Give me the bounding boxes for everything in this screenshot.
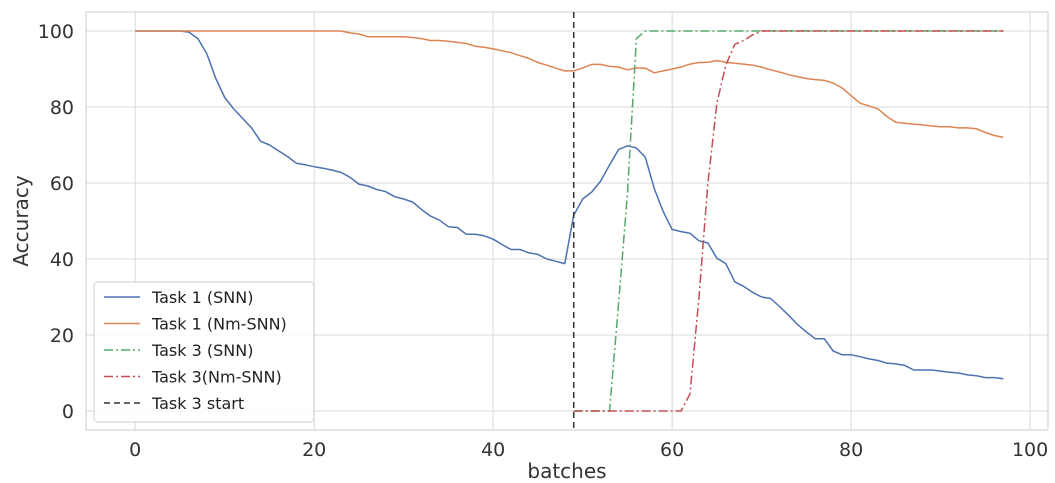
y-tick-label: 20 (50, 325, 74, 347)
legend-box (93, 281, 315, 423)
x-axis-label: batches (527, 459, 606, 483)
x-tick-label: 80 (839, 439, 863, 461)
legend-label: Task 1 (Nm-SNN) (151, 315, 287, 334)
y-axis-label: Accuracy (9, 175, 33, 266)
series-line (573, 30, 1004, 412)
legend-label: Task 1 (SNN) (151, 288, 253, 307)
x-tick-label: 40 (481, 439, 505, 461)
legend-label: Task 3(Nm-SNN) (151, 368, 282, 387)
legend: Task 1 (SNN) Task 1 (Nm-SNN) Task 3 (SNN) T… (93, 281, 315, 423)
x-tick-label: 0 (129, 439, 141, 461)
y-tick-label: 100 (38, 21, 74, 43)
legend-label: Task 3 (SNN) (151, 341, 253, 360)
series-line (573, 30, 1004, 412)
y-tick-label: 80 (50, 97, 74, 119)
y-tick-label: 60 (50, 173, 74, 195)
x-tick-label: 100 (1012, 439, 1048, 461)
y-tick-labels: 0 20 40 60 80 100 (38, 21, 74, 423)
legend-label: Task 3 start (151, 394, 244, 413)
x-tick-labels: 0 20 40 60 80 100 (129, 439, 1048, 461)
x-tick-label: 20 (302, 439, 326, 461)
x-tick-label: 60 (660, 439, 684, 461)
y-tick-label: 0 (62, 401, 74, 423)
y-tick-label: 40 (50, 249, 74, 271)
series-line (135, 30, 1004, 139)
series-line (135, 30, 1004, 380)
series-layer (135, 12, 1004, 430)
